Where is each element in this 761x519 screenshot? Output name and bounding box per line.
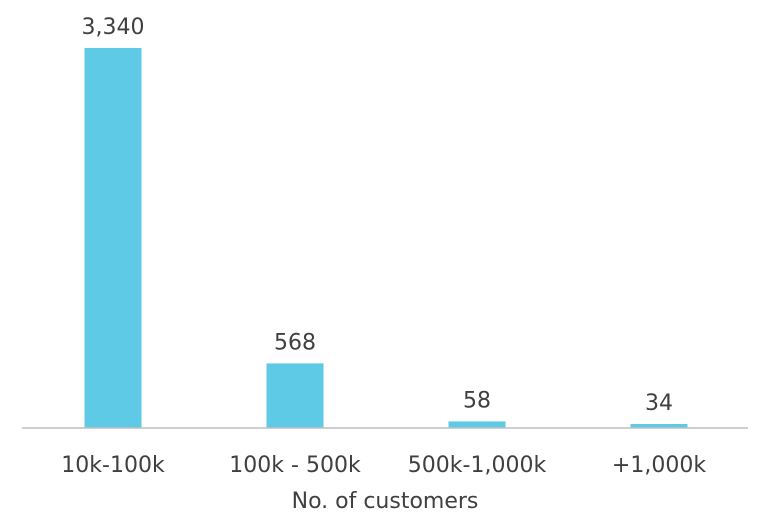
- x-tick-labels-group: 10k-100k 100k - 500k 500k-1,000k +1,000k: [61, 453, 706, 478]
- data-labels-group: 3,340 568 58 34: [82, 15, 673, 416]
- data-label-2: 58: [463, 388, 491, 413]
- x-axis-title: No. of customers: [292, 489, 479, 514]
- bar-3: [630, 424, 688, 428]
- bar-2: [448, 421, 506, 428]
- bars-group: [84, 48, 688, 428]
- data-label-0: 3,340: [82, 15, 145, 40]
- bar-0: [84, 48, 142, 428]
- data-label-3: 34: [645, 391, 673, 416]
- x-tick-label-2: 500k-1,000k: [408, 453, 547, 478]
- x-tick-label-1: 100k - 500k: [229, 453, 361, 478]
- x-tick-label-0: 10k-100k: [61, 453, 165, 478]
- x-tick-label-3: +1,000k: [612, 453, 706, 478]
- data-label-1: 568: [274, 330, 316, 355]
- bar-1: [266, 363, 324, 428]
